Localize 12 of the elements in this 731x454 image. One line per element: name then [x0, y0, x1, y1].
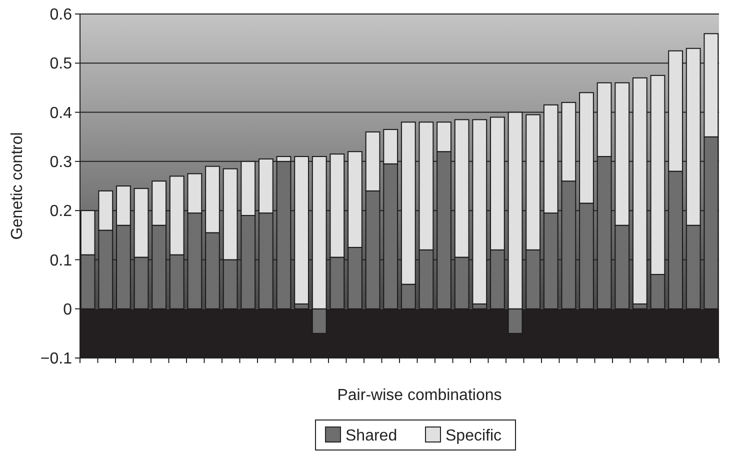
legend-label: Shared [346, 428, 398, 445]
x-axis-title: Pair-wise combinations [337, 387, 502, 404]
y-tick-label: 0.3 [50, 154, 72, 172]
y-tick-label: 0.5 [50, 56, 72, 73]
y-tick-label: 0.4 [50, 104, 72, 122]
y-tick-label: −0.1 [40, 350, 72, 368]
y-tick-label: 0.1 [50, 252, 72, 270]
y-tick-label: 0.6 [50, 6, 72, 24]
y-axis-title: Genetic control [9, 132, 26, 240]
y-tick-label: 0.2 [50, 203, 72, 220]
y-tick-label: 0 [63, 301, 72, 318]
legend-label: Specific [446, 428, 502, 445]
